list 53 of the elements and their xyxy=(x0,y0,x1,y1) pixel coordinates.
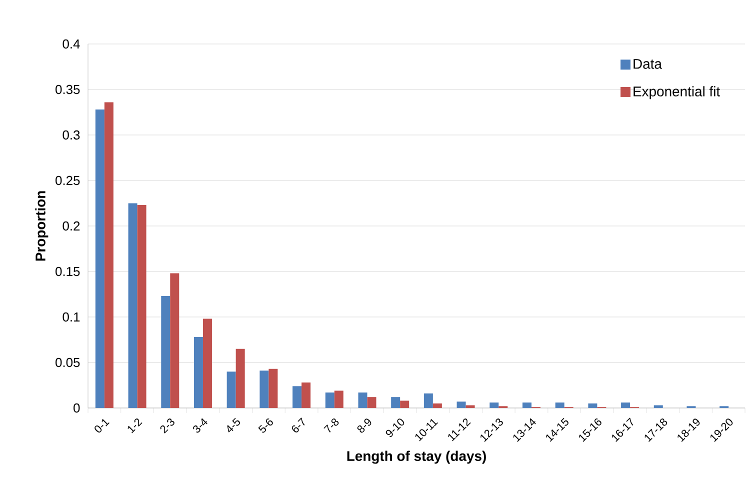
y-tick-label: 0.35 xyxy=(56,84,80,94)
bar xyxy=(104,102,114,408)
y-tick-label: 0.3 xyxy=(62,130,80,140)
x-tick-label: 7-8 xyxy=(324,418,339,432)
bar xyxy=(268,368,278,408)
bar xyxy=(226,372,236,408)
legend-label: Data xyxy=(634,59,662,69)
bar xyxy=(334,390,344,408)
bar xyxy=(236,348,245,408)
bar xyxy=(588,403,598,408)
x-tick-label: 4-5 xyxy=(227,418,240,432)
bar xyxy=(194,337,203,408)
bar xyxy=(621,402,630,408)
bar xyxy=(137,205,146,408)
y-tick-label: 0.4 xyxy=(62,39,80,49)
y-tick-label: 0.1 xyxy=(62,312,80,322)
bar xyxy=(432,403,442,408)
x-tick-label: 3-4 xyxy=(193,418,208,433)
x-tick-label: 1-2 xyxy=(128,418,142,434)
y-tick-label: 0.25 xyxy=(56,176,80,186)
bar xyxy=(260,370,269,408)
x-tick-label: 2-3 xyxy=(160,418,174,434)
bar xyxy=(654,405,663,408)
y-tick-label: 0 xyxy=(74,403,80,413)
bar xyxy=(358,392,368,408)
bar xyxy=(424,393,433,408)
bar xyxy=(456,402,466,408)
bar xyxy=(490,402,499,408)
bar xyxy=(522,402,532,408)
y-tick-label: 0.15 xyxy=(56,266,80,276)
bar xyxy=(302,382,311,408)
x-axis-title: Length of stay (days) xyxy=(347,450,486,464)
x-tick-label: 9-10 xyxy=(386,418,404,437)
x-tick-label: 5-6 xyxy=(258,418,273,433)
y-tick-label: 0.05 xyxy=(56,358,80,368)
bar xyxy=(555,402,564,408)
bar xyxy=(391,397,400,408)
y-tick-label: 0.2 xyxy=(62,221,80,231)
bar xyxy=(128,203,138,408)
bar xyxy=(400,400,410,408)
x-tick-label: 0-1 xyxy=(94,418,110,432)
x-tick-label: 8-9 xyxy=(357,418,372,433)
bar xyxy=(466,405,475,408)
y-axis-title: Proportion xyxy=(35,191,48,261)
bar xyxy=(202,318,212,408)
legend-label: Exponential fit xyxy=(634,86,720,100)
bar xyxy=(170,273,180,408)
bar xyxy=(325,392,334,408)
bar xyxy=(161,296,170,408)
x-tick-label: 6-7 xyxy=(292,418,305,432)
bar xyxy=(95,110,104,408)
bar xyxy=(292,386,302,408)
bar xyxy=(367,397,376,408)
